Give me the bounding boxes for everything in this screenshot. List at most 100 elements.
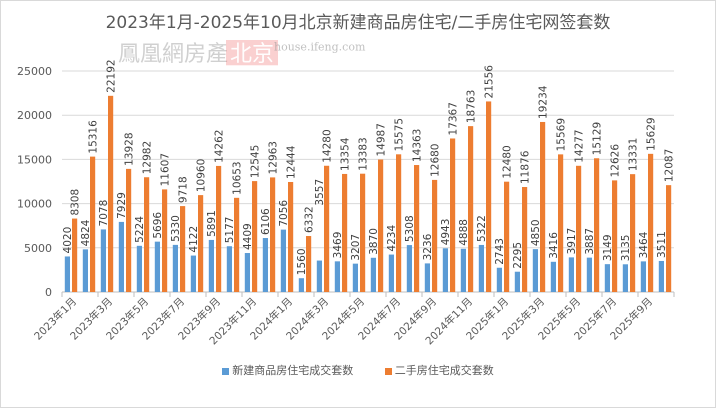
bar-resale-homes: [648, 153, 654, 292]
legend: 新建商品房住宅成交套数 二手房住宅成交套数: [0, 362, 716, 378]
bar-resale-homes: [342, 173, 348, 292]
data-label-new-homes: 2295: [512, 242, 524, 269]
data-label-resale-homes: 14987: [375, 123, 387, 156]
bar-resale-homes: [198, 195, 204, 292]
bar-resale-homes: [612, 180, 618, 292]
bar-resale-homes: [594, 158, 600, 292]
bar-new-homes: [298, 278, 304, 292]
bar-resale-homes: [108, 95, 114, 292]
bar-new-homes: [640, 261, 646, 292]
data-label-new-homes: 3870: [368, 228, 380, 255]
y-tick-label: 10000: [17, 198, 52, 211]
bar-new-homes: [352, 263, 358, 292]
data-label-resale-homes: 14262: [213, 130, 225, 163]
data-label-resale-homes: 14280: [321, 129, 333, 162]
data-label-resale-homes: 13383: [357, 137, 369, 170]
data-label-new-homes: 5224: [134, 216, 146, 243]
data-label-resale-homes: 15129: [591, 122, 603, 155]
bar-resale-homes: [486, 101, 492, 292]
data-label-resale-homes: 18763: [465, 90, 477, 123]
bar-new-homes: [334, 261, 340, 292]
data-label-resale-homes: 15629: [645, 117, 657, 150]
data-label-new-homes: 3469: [332, 232, 344, 259]
bar-resale-homes: [162, 189, 168, 292]
bar-new-homes: [154, 241, 160, 292]
watermark-url: house.ifeng.com: [274, 40, 366, 53]
data-label-new-homes: 4824: [80, 219, 92, 246]
bar-new-homes: [136, 245, 142, 292]
bar-new-homes: [604, 264, 610, 292]
legend-label-resale-homes: 二手房住宅成交套数: [394, 364, 494, 377]
y-tick-label: 0: [45, 286, 52, 299]
y-tick-label: 15000: [17, 153, 52, 166]
data-label-new-homes: 4409: [242, 223, 254, 250]
bar-new-homes: [586, 257, 592, 292]
bar-resale-homes: [414, 165, 420, 292]
data-label-resale-homes: 13331: [627, 138, 639, 171]
data-label-resale-homes: 19234: [537, 85, 549, 119]
data-label-new-homes: 7078: [98, 200, 110, 227]
bar-new-homes: [658, 260, 664, 292]
data-label-new-homes: 7929: [116, 192, 128, 219]
bar-new-homes: [622, 264, 628, 292]
data-label-new-homes: 3887: [584, 228, 596, 255]
data-label-new-homes: 4234: [386, 225, 398, 252]
watermark-city-bg: [226, 40, 278, 66]
bar-resale-homes: [252, 181, 258, 292]
data-label-new-homes: 3236: [422, 233, 434, 260]
data-label-new-homes: 4020: [62, 227, 74, 254]
bar-resale-homes: [396, 154, 402, 292]
data-label-resale-homes: 15316: [87, 120, 99, 154]
bar-resale-homes: [504, 181, 510, 292]
data-label-resale-homes: 12087: [663, 149, 675, 182]
data-label-resale-homes: 8308: [69, 189, 81, 216]
data-label-resale-homes: 13928: [123, 132, 135, 165]
bar-resale-homes: [288, 181, 294, 292]
data-label-new-homes: 4943: [440, 219, 452, 246]
bar-new-homes: [388, 254, 394, 292]
bar-new-homes: [460, 248, 466, 292]
bar-resale-homes: [540, 121, 546, 293]
bar-new-homes: [406, 245, 412, 292]
bar-new-homes: [190, 255, 196, 292]
bar-new-homes: [550, 261, 556, 292]
bar-resale-homes: [450, 138, 456, 292]
data-label-new-homes: 3917: [566, 228, 578, 255]
data-label-new-homes: 3135: [620, 235, 632, 262]
bar-new-homes: [514, 271, 520, 292]
data-label-new-homes: 5177: [224, 217, 236, 244]
bar-resale-homes: [522, 187, 528, 292]
data-label-new-homes: 7056: [278, 200, 290, 227]
data-label-resale-homes: 12982: [141, 141, 153, 174]
data-label-new-homes: 5330: [170, 215, 182, 242]
bar-resale-homes: [306, 236, 312, 292]
bar-new-homes: [496, 267, 502, 292]
data-label-resale-homes: 11607: [159, 153, 171, 186]
bar-resale-homes: [630, 174, 636, 292]
data-label-resale-homes: 13354: [339, 137, 351, 171]
watermark-city: 北京: [230, 42, 274, 67]
data-label-new-homes: 5322: [476, 215, 488, 242]
bar-new-homes: [532, 249, 538, 292]
bar-new-homes: [370, 257, 376, 292]
bar-new-homes: [118, 221, 124, 292]
bar-resale-homes: [378, 159, 384, 292]
bar-resale-homes: [558, 154, 564, 292]
data-label-new-homes: 3207: [350, 234, 362, 261]
data-label-new-homes: 3557: [314, 179, 326, 206]
data-label-resale-homes: 9718: [177, 176, 189, 203]
y-tick-label: 5000: [24, 242, 52, 255]
data-label-resale-homes: 15569: [555, 118, 567, 151]
bar-resale-homes: [216, 165, 222, 292]
legend-swatch-new-homes: [222, 367, 230, 375]
watermark-brand: 鳳凰網房產: [118, 42, 228, 67]
data-label-resale-homes: 12444: [285, 145, 297, 179]
bar-resale-homes: [270, 177, 276, 292]
bar-new-homes: [244, 253, 250, 292]
data-label-resale-homes: 14277: [573, 129, 585, 162]
data-label-new-homes: 3149: [602, 234, 614, 261]
bar-resale-homes: [324, 165, 330, 292]
bar-new-homes: [64, 256, 70, 292]
bar-resale-homes: [144, 177, 150, 292]
